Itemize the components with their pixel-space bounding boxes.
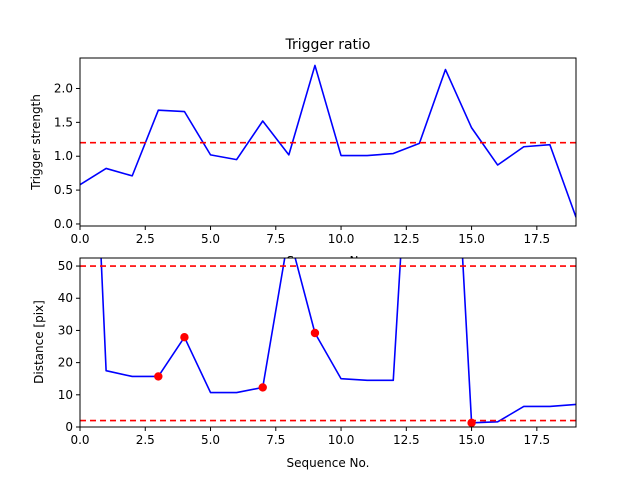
top-y-axis-label: Trigger strength xyxy=(29,94,43,191)
bottom-clipped-marks xyxy=(80,258,576,427)
bottom-x-tick-label: 10.0 xyxy=(328,433,355,447)
bottom-marker-point xyxy=(180,332,189,342)
top-y-tick-label: 0.5 xyxy=(54,183,73,197)
top-y-tick-label: 0.0 xyxy=(54,217,73,231)
top-x-tick-label: 17.5 xyxy=(523,232,550,246)
top-x-tick-label: 12.5 xyxy=(393,232,420,246)
top-x-tick-label: 10.0 xyxy=(328,232,355,246)
bottom-marker-point xyxy=(467,418,476,427)
top-y-tick-label: 2.0 xyxy=(54,81,73,95)
bottom-x-tick-label: 17.5 xyxy=(523,433,550,447)
bottom-y-tick-label: 50 xyxy=(58,259,73,273)
top-chart-title: Trigger ratio xyxy=(284,37,370,53)
bottom-y-tick-label: 30 xyxy=(58,323,73,337)
bottom-axes-frame xyxy=(79,257,577,428)
bottom-marker-point xyxy=(258,383,267,392)
top-x-tick-label: 15.0 xyxy=(458,232,485,246)
bottom-x-tick-label: 15.0 xyxy=(458,433,485,447)
top-axes-frame xyxy=(79,57,577,227)
bottom-y-tick-label: 20 xyxy=(58,356,73,370)
top-x-tick-label: 0.0 xyxy=(70,232,89,246)
top-x-tick-label: 7.5 xyxy=(266,232,285,246)
top-chart: Trigger ratio 0.0 2.5 5.0 7.5 10.0 12.5 15.0 17… xyxy=(29,37,577,268)
bottom-y-tick-label: 10 xyxy=(58,388,73,402)
bottom-series-line-0 xyxy=(100,258,576,424)
bottom-chart: 0.0 2.5 5.0 7.5 10.0 12.5 15.0 17.501020304050 … xyxy=(32,257,577,470)
top-y-tick-label: 1.5 xyxy=(54,115,73,129)
bottom-axes-background xyxy=(80,258,576,427)
bottom-x-tick-label: 5.0 xyxy=(201,433,220,447)
bottom-marker-point xyxy=(310,328,320,338)
bottom-plot-area: 0.0 2.5 5.0 7.5 10.0 12.5 15.0 17.5 0 10 20 30 40 50 xyxy=(58,258,576,447)
top-plot-area: 0.0 2.5 5.0 7.5 10.0 12.5 15.0 17.5 0.0 0.5 1.0 1.5… xyxy=(54,64,576,246)
bottom-marker-point xyxy=(154,372,163,381)
bottom-y-tick-label: 0 xyxy=(65,420,73,434)
bottom-y-axis-label: Distance [pix] xyxy=(32,300,46,384)
bottom-x-axis-label: Sequence No. xyxy=(287,456,370,470)
bottom-x-tick-label: 7.5 xyxy=(266,433,285,447)
bottom-y-tick-label: 40 xyxy=(58,291,73,305)
bottom-x-tick-label: 12.5 xyxy=(393,433,420,447)
bottom-x-tick-label: 2.5 xyxy=(136,433,155,447)
top-series-line-0 xyxy=(80,64,576,218)
top-clipped-marks xyxy=(80,64,576,218)
top-x-tick-label: 2.5 xyxy=(136,232,155,246)
bottom-x-tick-label: 0.0 xyxy=(70,433,89,447)
top-y-tick-label: 1.0 xyxy=(54,149,73,163)
top-x-tick-label: 5.0 xyxy=(201,232,220,246)
